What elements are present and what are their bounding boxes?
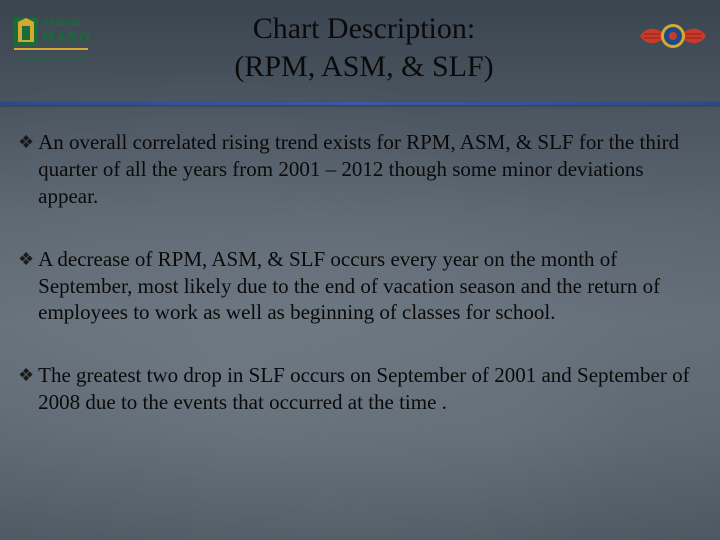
title-line-2: (RPM, ASM, & SLF) <box>90 48 638 86</box>
title-line-1: Chart Description: <box>90 10 638 48</box>
wings-badge-logo <box>638 14 708 62</box>
gmu-logo: GEORGE MASON UNIVERSITY <box>12 12 90 72</box>
bullet-text: The greatest two drop in SLF occurs on S… <box>38 362 702 416</box>
bullet-item: ❖ An overall correlated rising trend exi… <box>18 129 702 210</box>
diamond-bullet-icon: ❖ <box>18 364 34 416</box>
logo-text-1: GEORGE <box>42 18 82 28</box>
diamond-bullet-icon: ❖ <box>18 131 34 210</box>
title-block: Chart Description: (RPM, ASM, & SLF) <box>90 8 638 85</box>
diamond-bullet-icon: ❖ <box>18 248 34 327</box>
bullet-item: ❖ A decrease of RPM, ASM, & SLF occurs e… <box>18 246 702 327</box>
content-region: ❖ An overall correlated rising trend exi… <box>0 105 720 416</box>
header-region: GEORGE MASON UNIVERSITY Chart Descriptio… <box>0 0 720 105</box>
bullet-text: A decrease of RPM, ASM, & SLF occurs eve… <box>38 246 702 327</box>
bullet-text: An overall correlated rising trend exist… <box>38 129 702 210</box>
bullet-item: ❖ The greatest two drop in SLF occurs on… <box>18 362 702 416</box>
logo-text-3: UNIVERSITY <box>18 54 90 64</box>
logo-text-2: MASON <box>42 29 90 46</box>
